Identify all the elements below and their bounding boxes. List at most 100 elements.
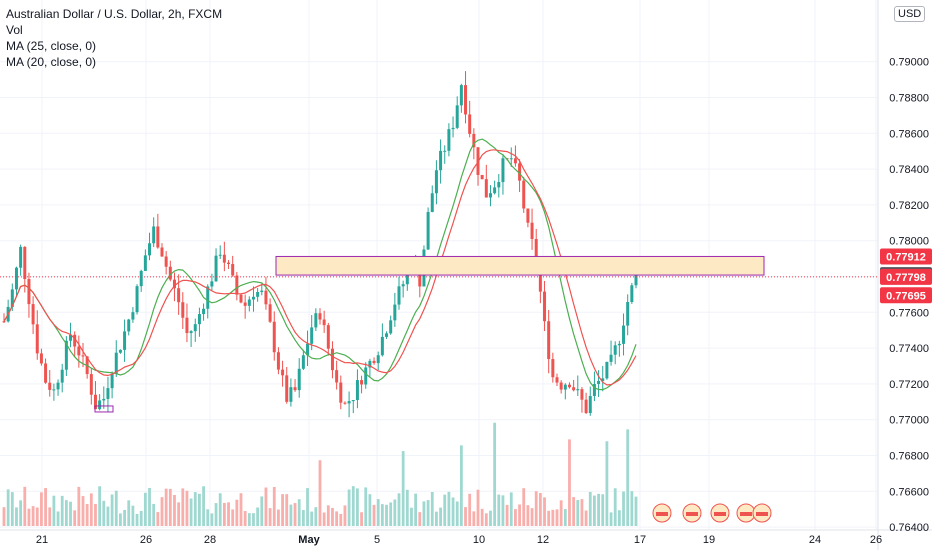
volume-bar <box>260 496 264 526</box>
candle-body <box>351 400 355 402</box>
volume-bar <box>538 492 542 526</box>
candle-body <box>118 349 122 353</box>
x-tick-label: 21 <box>36 534 48 546</box>
candle-body <box>10 289 14 307</box>
volume-bar <box>110 494 114 526</box>
candle-body <box>52 389 56 391</box>
volume-bar <box>414 493 418 526</box>
candle-body <box>156 226 160 248</box>
candle-body <box>443 150 447 152</box>
volume-bar <box>235 499 239 526</box>
candle-body <box>451 127 455 130</box>
volume-bar <box>193 492 197 526</box>
volume-bar <box>389 502 393 526</box>
volume-bar <box>435 511 438 526</box>
price-tag-bg <box>880 268 932 285</box>
volume-bar <box>447 491 451 526</box>
volume-bar <box>505 504 509 526</box>
indicator-ma20[interactable]: MA (20, close, 0) <box>6 55 97 69</box>
resistance-zone-box <box>275 255 765 276</box>
volume-bar <box>514 509 517 526</box>
candle-body <box>588 396 592 414</box>
volume-bar <box>35 507 39 526</box>
candle-body <box>355 380 359 401</box>
chart-title[interactable]: Australian Dollar / U.S. Dollar, 2h, FXC… <box>6 7 223 21</box>
candle-body <box>23 246 27 280</box>
volume-bar <box>60 495 64 526</box>
candle-body <box>547 321 551 360</box>
indicator-ma25[interactable]: MA (25, close, 0) <box>6 39 97 53</box>
volume-bar <box>69 501 72 526</box>
time-axis[interactable]: 21 26 28 May 5 10 12 17 19 24 26 <box>36 534 882 546</box>
candle-body <box>139 270 143 287</box>
volume-bar <box>601 494 605 526</box>
candle-body <box>609 354 613 362</box>
candle-body <box>464 85 468 115</box>
y-tick-label: 0.76400 <box>889 522 929 534</box>
volume-bar <box>322 512 326 526</box>
candle-body <box>622 325 626 344</box>
volume-bar <box>559 500 563 526</box>
volume-bar <box>518 504 521 526</box>
candle-body <box>27 279 31 305</box>
volume-bar <box>464 507 467 526</box>
x-tick-label: 24 <box>809 534 821 546</box>
volume-bar <box>339 513 343 526</box>
volume-bar <box>56 511 60 526</box>
volume-bar <box>422 501 426 526</box>
candle-body <box>272 321 276 353</box>
candle-body <box>613 345 617 355</box>
candle-body <box>297 368 301 391</box>
volume-bar <box>285 494 289 526</box>
candle-body <box>526 208 530 223</box>
indicator-vol[interactable]: Vol <box>6 23 23 37</box>
volume-bar <box>64 500 68 526</box>
volume-bar <box>277 509 280 526</box>
volume-bar <box>94 503 97 526</box>
candle-body <box>584 399 588 414</box>
moving-averages <box>3 138 637 391</box>
volume-bar <box>189 498 193 526</box>
candle-body <box>264 290 268 305</box>
x-tick-label: 12 <box>537 534 549 546</box>
y-tick-label: 0.79000 <box>889 57 929 69</box>
candle-body <box>447 129 451 151</box>
candle-body <box>626 302 630 326</box>
volume-bar <box>301 510 305 526</box>
resistance-zone[interactable] <box>0 255 878 413</box>
volume-bar <box>102 500 106 526</box>
volume-bar <box>468 493 472 526</box>
ma25-line <box>3 149 637 386</box>
volume-bar <box>139 510 143 526</box>
volume-bar <box>31 506 35 526</box>
economic-events[interactable] <box>652 503 772 523</box>
candle-body <box>202 308 206 315</box>
candle-body <box>289 387 293 402</box>
candle-body <box>376 355 380 364</box>
candle-body <box>634 273 638 286</box>
volume-bar <box>509 492 513 526</box>
volume-bar <box>372 504 376 526</box>
volume-bars <box>2 422 638 526</box>
price-tag: 0.77912 <box>880 248 932 265</box>
currency-badge[interactable]: USD <box>894 6 926 22</box>
volume-bar <box>576 499 580 526</box>
volume-bar <box>123 509 126 526</box>
candle-body <box>572 387 576 391</box>
candle-body <box>218 254 222 256</box>
volume-bar <box>543 497 546 526</box>
candle-body <box>360 380 364 385</box>
volume-bar <box>459 445 463 526</box>
volume-bar <box>185 490 189 526</box>
volume-bar <box>326 505 330 526</box>
candle-body <box>318 313 322 320</box>
volume-bar <box>156 512 160 526</box>
candle-body <box>227 262 231 265</box>
volume-bar <box>152 503 156 526</box>
y-tick-label: 0.78600 <box>889 128 929 140</box>
candle-body <box>89 374 93 395</box>
volume-bar <box>198 493 201 526</box>
candle-body <box>31 304 35 325</box>
candle-body <box>306 343 310 356</box>
